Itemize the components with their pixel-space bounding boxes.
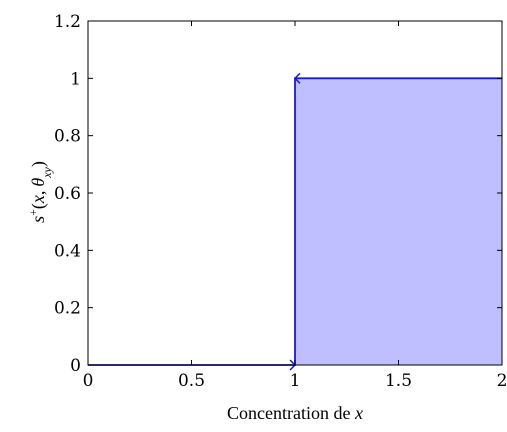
y-title-theta: θ xyxy=(28,178,48,187)
y-title-sub: xy xyxy=(40,166,54,178)
x-tick-label: 0 xyxy=(83,371,94,391)
x-tick-label: 1 xyxy=(290,371,301,391)
y-tick-label: 0 xyxy=(70,356,81,376)
y-tick-label: 0.6 xyxy=(54,184,81,204)
y-tick-label: 1.2 xyxy=(54,12,81,32)
x-tick-label: 1.5 xyxy=(385,371,412,391)
y-tick-label: 1 xyxy=(70,69,81,89)
arrowhead-left xyxy=(293,72,301,84)
x-tick-label: 0.5 xyxy=(178,371,205,391)
x-tick-label: 2 xyxy=(497,371,507,391)
shaded-area xyxy=(295,78,502,365)
y-title-comma: , xyxy=(28,191,48,196)
y-tick-label: 0.4 xyxy=(54,241,81,261)
x-axis-title-variable: x xyxy=(354,403,363,423)
y-title-close: ) xyxy=(28,161,49,167)
x-axis-title-text: Concentration de xyxy=(227,403,350,423)
plot-frame xyxy=(87,20,503,366)
y-title-x: x xyxy=(28,195,48,204)
y-title-s: s xyxy=(28,216,48,223)
y-tick-label: 0.2 xyxy=(54,299,81,319)
y-axis-title: s+(x, θxy) xyxy=(26,161,54,223)
tick-labels: 0 0.5 1 1.5 2 0 0.2 0.4 0.6 0.8 1 1.2 xyxy=(54,12,507,391)
y-title-sup: + xyxy=(26,209,40,216)
plot-area xyxy=(88,72,502,371)
y-title-open: ( xyxy=(28,203,49,209)
y-tick-label: 0.8 xyxy=(54,127,81,147)
x-axis-title: Concentration de x xyxy=(227,403,363,423)
